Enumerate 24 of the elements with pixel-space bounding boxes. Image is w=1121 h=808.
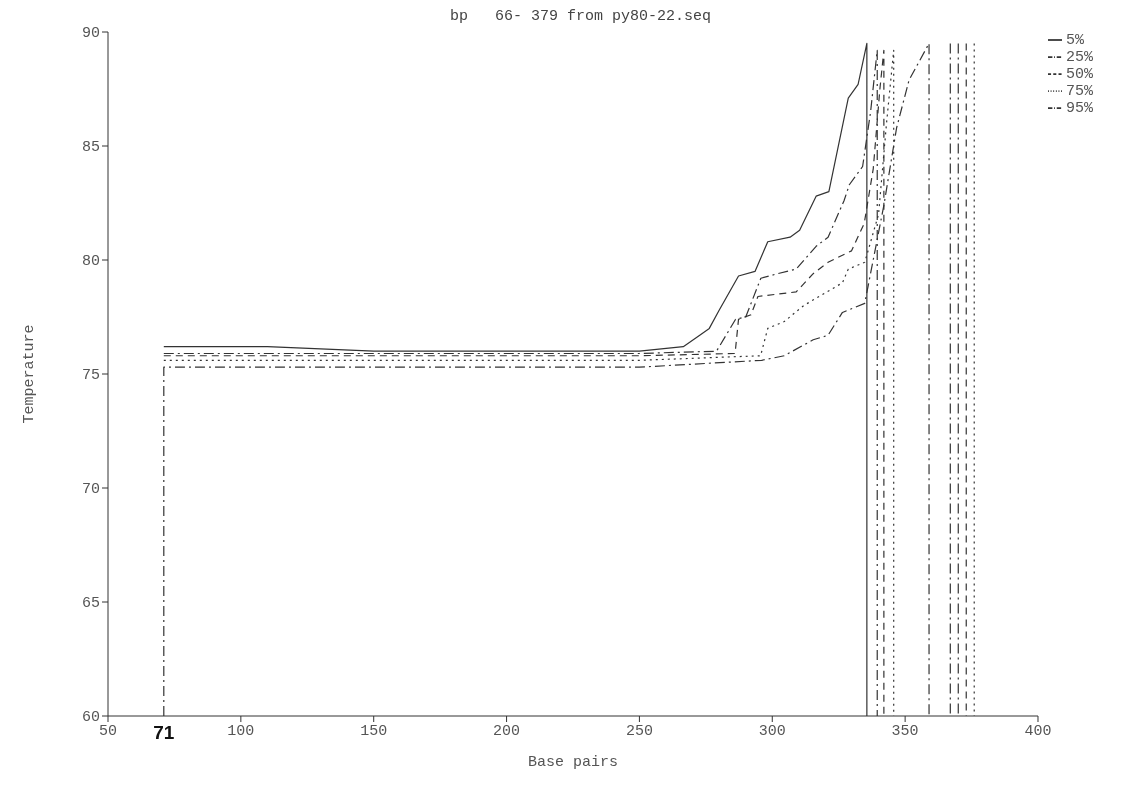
- legend-label: 50%: [1065, 66, 1093, 83]
- x-tick-label: 200: [493, 722, 521, 740]
- x-tick-label: 250: [625, 722, 653, 740]
- y-tick-label: 75: [81, 367, 100, 385]
- y-tick-label: 65: [81, 595, 100, 613]
- x-tick-label: 150: [360, 722, 388, 740]
- y-tick-label: 90: [81, 25, 100, 43]
- y-axis-title: Temperature: [21, 324, 39, 424]
- x-tick-label: 300: [758, 722, 786, 740]
- y-tick-label: 85: [81, 139, 100, 157]
- legend-label: 25%: [1065, 49, 1093, 66]
- annotation: 71: [153, 722, 175, 744]
- legend-label: 75%: [1065, 83, 1093, 100]
- y-tick-label: 70: [81, 481, 100, 499]
- x-tick-label: 400: [1024, 722, 1052, 740]
- chart-title: bp 66- 379 from py80-22.seq: [448, 8, 712, 26]
- x-tick-label: 100: [227, 722, 255, 740]
- x-axis-title: Base pairs: [527, 754, 618, 771]
- y-tick-label: 60: [81, 709, 100, 727]
- x-tick-label: 350: [891, 722, 919, 740]
- legend-label: 95%: [1065, 100, 1093, 117]
- y-tick-label: 80: [81, 253, 100, 271]
- x-tick-label: 50: [98, 722, 118, 740]
- legend-label: 5%: [1065, 32, 1084, 49]
